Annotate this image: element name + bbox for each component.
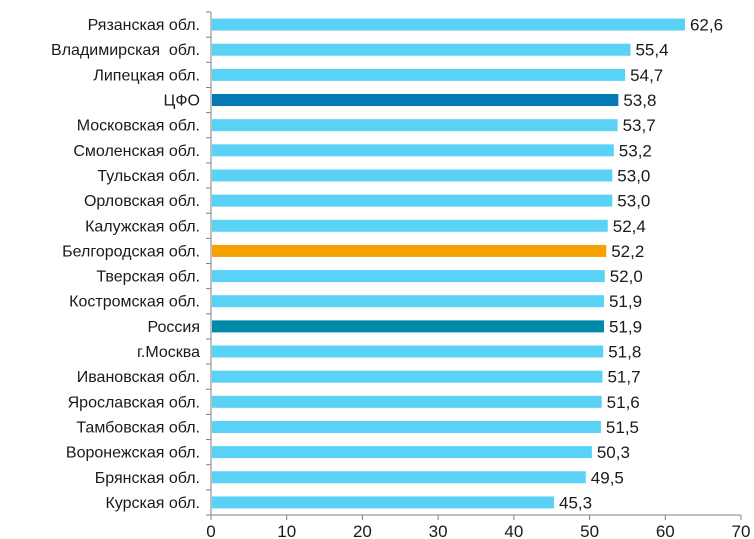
y-axis-ticks (206, 11, 211, 516)
value-labels: 62,6 55,4 54,7 53,8 53,7 53,2 53,0 53,0 52,4 52,2… (559, 16, 723, 513)
category-label: Ивановская обл. (77, 369, 200, 386)
bars-group (212, 18, 685, 509)
x-tick-label: 30 (429, 522, 448, 539)
bar (212, 295, 604, 308)
x-tick-label: 0 (206, 522, 215, 539)
value-label: 54,7 (630, 66, 663, 85)
x-tick-label: 20 (353, 522, 372, 539)
value-label: 51,9 (609, 317, 642, 336)
x-tick-labels: 0 10 20 30 40 50 60 70 (206, 522, 750, 539)
value-label: 45,3 (559, 493, 592, 512)
value-label: 53,7 (623, 116, 656, 135)
category-label: Тверская обл. (96, 269, 200, 286)
bar (212, 471, 586, 484)
value-label: 51,9 (609, 292, 642, 311)
bar (212, 219, 608, 232)
x-tick-label: 10 (277, 522, 296, 539)
value-label: 52,4 (613, 217, 646, 236)
x-axis-ticks (210, 515, 742, 520)
bar (212, 144, 614, 157)
value-label: 52,0 (610, 267, 643, 286)
x-tick-label: 60 (656, 522, 675, 539)
category-label: Белгородская обл. (62, 243, 200, 260)
bar (212, 244, 607, 257)
category-labels: Рязанская обл. Владимирская обл. Липецкая … (51, 17, 200, 512)
x-tick-label: 40 (504, 522, 523, 539)
category-label: ЦФО (164, 93, 200, 110)
category-label: Курская обл. (105, 495, 200, 512)
value-label: 55,4 (635, 41, 668, 60)
bar (212, 270, 605, 283)
category-label: Ярославская обл. (68, 394, 200, 411)
bar (212, 43, 631, 56)
value-label: 51,8 (608, 343, 641, 362)
category-label: Смоленская обл. (73, 143, 200, 160)
bar (212, 496, 554, 509)
value-label: 50,3 (597, 443, 630, 462)
category-label: Тамбовская обл. (76, 419, 200, 436)
bar (212, 345, 604, 358)
x-tick-label: 70 (732, 522, 751, 539)
bar (212, 94, 619, 107)
bar (212, 420, 601, 433)
bar (212, 169, 613, 182)
bar (212, 320, 604, 333)
value-label: 52,2 (611, 242, 644, 261)
bar (212, 119, 618, 132)
value-label: 51,5 (606, 418, 639, 437)
value-label: 53,8 (623, 91, 656, 110)
category-label: Московская обл. (77, 118, 200, 135)
bar (212, 395, 602, 408)
value-label: 53,0 (617, 192, 650, 211)
category-label: Тульская обл. (97, 168, 200, 185)
category-label: Россия (148, 319, 200, 336)
x-tick-label: 50 (580, 522, 599, 539)
value-label: 51,7 (607, 368, 640, 387)
bar (212, 446, 592, 459)
category-label: Липецкая обл. (93, 67, 200, 84)
category-label: Воронежская обл. (66, 445, 200, 462)
bar (212, 370, 603, 383)
category-label: Костромская обл. (69, 294, 200, 311)
value-label: 51,6 (607, 393, 640, 412)
category-label: г.Москва (137, 344, 200, 361)
value-label: 53,0 (617, 166, 650, 185)
category-label: Калужская обл. (85, 218, 200, 235)
bar (212, 18, 685, 31)
value-label: 62,6 (690, 16, 723, 35)
category-label: Рязанская обл. (88, 17, 200, 34)
category-label: Орловская обл. (84, 193, 200, 210)
value-label: 49,5 (591, 468, 624, 487)
category-label: Брянская обл. (95, 470, 200, 487)
bar (212, 194, 613, 207)
category-label: Владимирская обл. (51, 42, 200, 59)
value-label: 53,2 (619, 141, 652, 160)
bar (212, 68, 626, 81)
